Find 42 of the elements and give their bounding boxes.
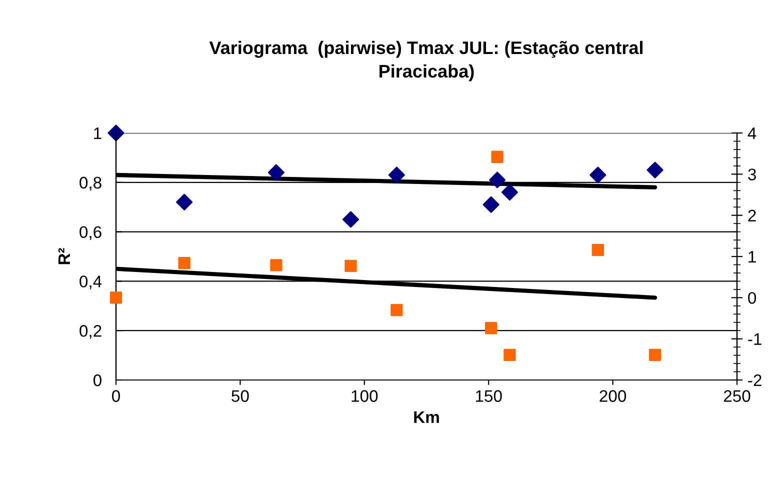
point — [270, 259, 282, 272]
y2-tick-label: -1 — [748, 333, 762, 345]
y-tick-label: 0,6 — [80, 226, 102, 240]
x-tick-label: 0 — [112, 390, 120, 402]
point — [110, 292, 122, 304]
point — [648, 348, 662, 361]
point — [342, 211, 360, 228]
x-axis-title: Km — [414, 411, 439, 423]
x-tick-label: 150 — [476, 390, 502, 402]
point — [504, 348, 516, 361]
point — [268, 164, 285, 181]
x-tick-label: 200 — [600, 390, 626, 402]
y2-tick-label: 2 — [748, 210, 756, 222]
chart-title: Variograma (pairwise) Tmax JUL: (Estação central Piracicaba) — [209, 40, 642, 82]
x-tick-label: 100 — [352, 390, 378, 402]
point — [178, 257, 190, 270]
point — [590, 166, 606, 184]
point — [390, 304, 403, 316]
y2-tick-label: 1 — [748, 251, 756, 263]
y2-tick-label: 3 — [748, 168, 756, 180]
point — [344, 260, 357, 272]
y-axis-title: R² — [58, 248, 70, 264]
y-tick-label: 0,2 — [80, 325, 102, 339]
point — [646, 162, 664, 178]
point — [388, 166, 405, 184]
y2-tick-label: 4 — [748, 128, 756, 140]
y-tick-label: 0 — [93, 374, 102, 386]
x-tick-label: 50 — [232, 390, 249, 402]
point — [482, 196, 500, 213]
point — [592, 244, 604, 256]
point — [501, 184, 518, 201]
y-tick-label: 1 — [94, 128, 102, 140]
point — [108, 124, 124, 142]
y2-tick-label: -2 — [748, 374, 762, 386]
point — [488, 172, 506, 188]
point — [485, 322, 498, 334]
point — [176, 194, 193, 210]
point — [491, 150, 504, 163]
x-tick-label: 250 — [724, 390, 750, 402]
y-tick-label: 0,4 — [80, 276, 102, 290]
y-tick-label: 0,8 — [80, 176, 102, 191]
y2-tick-label: 0 — [748, 292, 756, 304]
